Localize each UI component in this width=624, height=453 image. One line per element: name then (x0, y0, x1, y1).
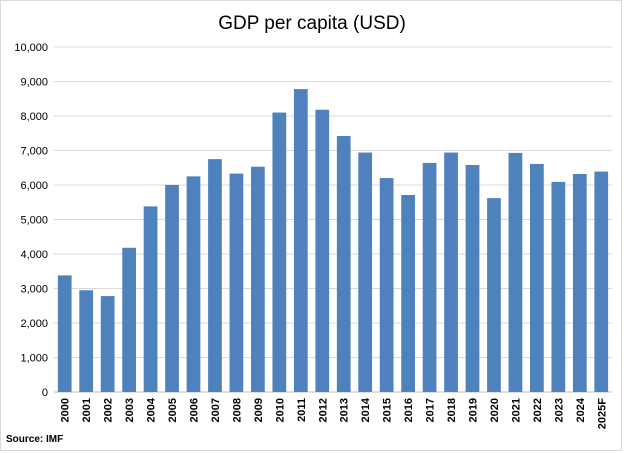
bar-2007 (208, 159, 222, 392)
bar-2014 (358, 152, 373, 392)
bar-2022 (530, 163, 544, 392)
bar-2012 (315, 109, 330, 392)
bar-2019 (465, 164, 480, 392)
y-tick-label: 9,000 (20, 77, 48, 89)
x-axis-ticks: 2000 2001 2002 2003 2004 2005 2006 2007 2008 2009… (60, 397, 609, 429)
bar-2001 (79, 290, 94, 392)
bar-2018 (444, 152, 458, 392)
bar-2025F (594, 171, 609, 392)
y-tick-label: 8,000 (20, 111, 48, 123)
x-tick-label: 2016 (403, 398, 415, 422)
bar-2005 (165, 185, 179, 392)
bar-2006 (186, 176, 201, 392)
y-tick-label: 2,000 (20, 318, 48, 330)
x-tick-label: 2006 (189, 398, 201, 422)
x-tick-label: 2002 (103, 398, 115, 422)
y-axis-ticks: 0 1,000 2,000 3,000 4,000 5,000 6,000 7,000 8,00… (14, 42, 48, 399)
y-tick-label: 10,000 (14, 42, 48, 54)
y-tick-label: 0 (42, 387, 48, 399)
bar-2003 (122, 247, 136, 392)
bar-2016 (401, 195, 415, 392)
bar-2023 (551, 181, 566, 392)
x-tick-label: 2004 (146, 397, 158, 422)
x-tick-label: 2008 (231, 398, 243, 422)
x-tick-label: 2013 (339, 398, 351, 422)
bar-2008 (229, 173, 244, 392)
x-tick-label: 2003 (124, 398, 136, 422)
x-tick-label: 2005 (167, 398, 179, 422)
x-tick-label: 2022 (532, 398, 544, 422)
bar-2010 (272, 112, 287, 393)
x-tick-label: 2010 (274, 398, 286, 422)
x-tick-label: 2001 (81, 398, 93, 422)
x-tick-label: 2009 (253, 398, 265, 422)
x-tick-label: 2025F (596, 398, 608, 429)
bar-2000 (57, 275, 72, 392)
y-tick-label: 7,000 (20, 146, 48, 158)
bar-2021 (508, 152, 523, 392)
x-tick-label: 2011 (296, 398, 308, 422)
x-tick-label: 2012 (317, 398, 329, 422)
y-tick-label: 5,000 (20, 215, 48, 227)
bar-2011 (293, 89, 308, 392)
bars (57, 89, 609, 393)
bar-2009 (251, 166, 265, 392)
bar-2020 (487, 198, 501, 392)
x-tick-label: 2015 (382, 398, 394, 422)
gridlines (54, 46, 612, 393)
bar-2017 (422, 162, 437, 392)
bar-2004 (143, 206, 158, 392)
x-tick-label: 2014 (360, 397, 372, 422)
y-tick-label: 1,000 (20, 353, 48, 365)
x-tick-label: 2020 (489, 398, 501, 422)
x-tick-label: 2000 (60, 398, 72, 422)
y-tick-label: 4,000 (20, 249, 48, 261)
source-note: Source: IMF (6, 434, 64, 445)
bar-2015 (379, 178, 394, 392)
x-tick-label: 2024 (575, 397, 587, 422)
y-tick-label: 6,000 (20, 180, 48, 192)
bar-2002 (100, 296, 115, 392)
x-tick-label: 2018 (446, 398, 458, 422)
bar-2013 (336, 136, 351, 392)
y-tick-label: 3,000 (20, 284, 48, 296)
x-tick-label: 2021 (510, 398, 522, 422)
x-tick-label: 2017 (425, 398, 437, 422)
bar-2024 (572, 173, 587, 392)
x-tick-label: 2007 (210, 398, 222, 422)
x-tick-label: 2019 (468, 398, 480, 422)
chart-title: GDP per capita (USD) (218, 13, 406, 34)
x-tick-label: 2023 (553, 398, 565, 422)
